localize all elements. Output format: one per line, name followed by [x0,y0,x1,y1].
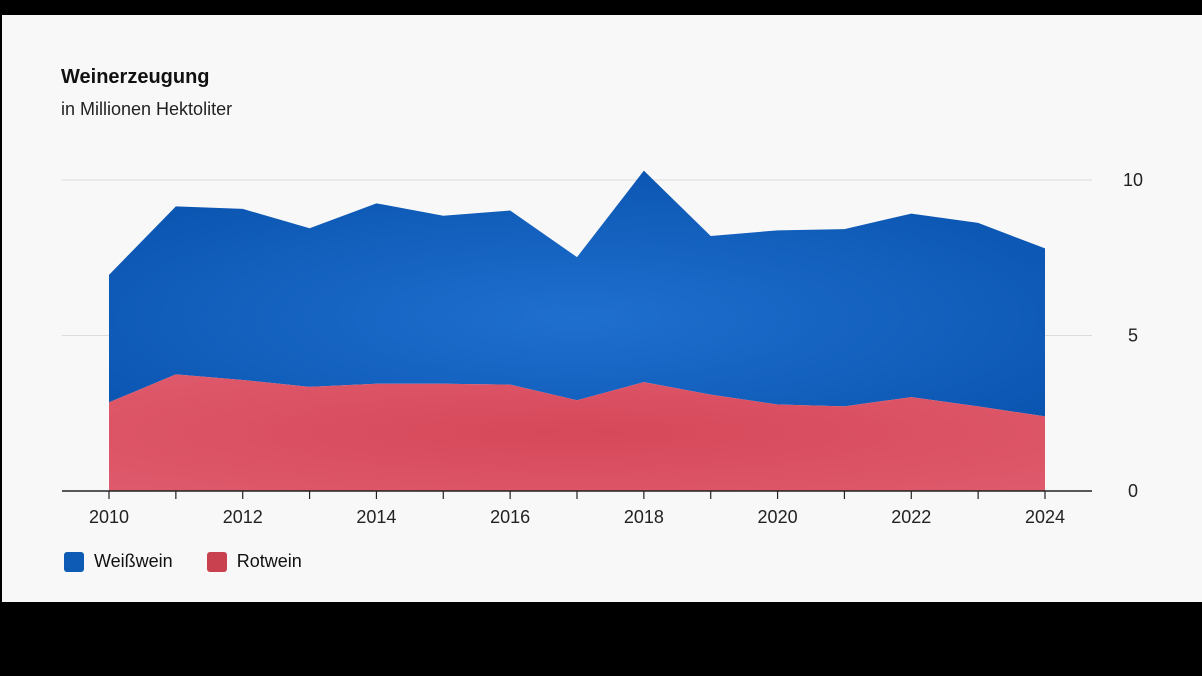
y-tick-label: 10 [1123,170,1143,190]
chart-title: Weinerzeugung [61,66,210,88]
y-tick-label: 5 [1128,326,1138,346]
x-tick-label: 2022 [891,507,931,527]
x-tick-label: 2012 [223,507,263,527]
legend-item-weisswein: Weißwein [64,551,173,572]
legend-label-rotwein: Rotwein [236,551,302,571]
x-tick-label: 2018 [624,507,664,527]
x-tick-label: 2010 [89,507,129,527]
x-tick-label: 2014 [356,507,396,527]
x-tick-label: 2024 [1025,507,1065,527]
legend-item-rotwein: Rotwein [206,551,302,572]
legend-label-weisswein: Weißwein [94,551,173,571]
series-area-rotwein [109,374,1045,491]
legend-swatch-rotwein [206,551,227,572]
legend-swatch-weisswein [64,551,84,572]
chart-subtitle: in Millionen Hektoliter [61,99,233,119]
y-tick-label: 0 [1128,481,1138,501]
series-area-weisswein [109,170,1045,417]
legend: Weißwein Rotwein [64,551,336,572]
x-tick-label: 2020 [758,507,798,527]
x-tick-label: 2016 [490,507,530,527]
